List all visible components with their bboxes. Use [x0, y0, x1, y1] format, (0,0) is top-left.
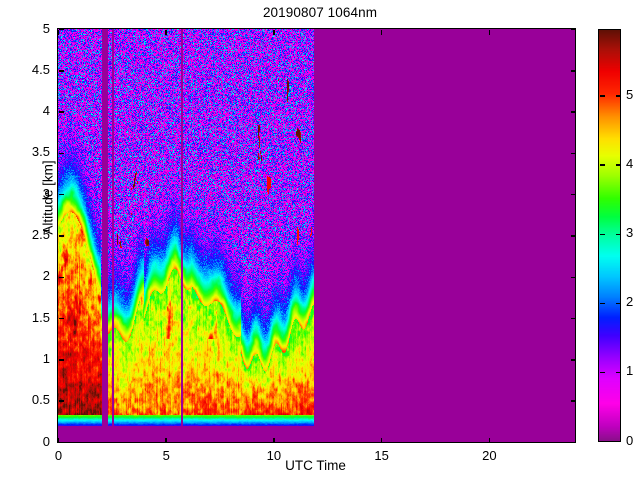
- colorbar-tick-mark: [615, 164, 621, 166]
- y-tick-mark: [58, 276, 64, 279]
- y-tick-mark: [570, 400, 576, 402]
- y-tick-mark: [570, 317, 576, 320]
- y-tick-mark: [570, 152, 576, 155]
- y-tick-mark: [58, 359, 64, 361]
- x-tick-mark: [57, 29, 60, 35]
- y-tick-mark: [570, 28, 576, 31]
- colorbar-tick-label: 5: [626, 87, 634, 103]
- y-tick-label: 0: [42, 433, 50, 449]
- y-tick-mark: [570, 441, 576, 444]
- y-tick-mark: [570, 235, 576, 237]
- y-tick-mark: [58, 400, 64, 402]
- y-tick-mark: [58, 28, 64, 31]
- y-tick-mark: [570, 359, 576, 361]
- x-tick-mark: [273, 29, 275, 35]
- y-tick-mark: [58, 70, 64, 72]
- colorbar-tick-mark: [599, 302, 605, 305]
- colorbar-tick-label: 1: [626, 363, 634, 379]
- x-tick-mark: [273, 437, 275, 443]
- y-tick-label: 4: [42, 103, 50, 119]
- y-tick-label: 2: [42, 268, 50, 284]
- colorbar-tick-mark: [615, 95, 621, 97]
- x-tick-mark: [380, 29, 383, 35]
- y-tick-mark: [58, 111, 64, 113]
- y-tick-label: 5: [42, 20, 50, 36]
- x-tick-mark: [57, 437, 60, 443]
- y-tick-mark: [58, 441, 64, 444]
- colorbar-tick-mark: [599, 164, 605, 166]
- colorbar-gradient: [599, 30, 620, 441]
- y-axis-label: Altitude [km]: [40, 160, 56, 235]
- x-tick-mark: [488, 437, 491, 443]
- y-tick-label: 3: [42, 185, 50, 201]
- page-title: 20190807 1064nm: [262, 5, 378, 20]
- y-tick-label: 3.5: [31, 144, 50, 160]
- x-tick-mark: [488, 29, 491, 35]
- x-tick-label: 0: [54, 447, 63, 463]
- colorbar-tick-mark: [615, 440, 621, 443]
- colorbar-tick-mark: [599, 371, 605, 374]
- y-tick-mark: [58, 235, 64, 237]
- y-tick-mark: [58, 193, 64, 196]
- x-axis-label: UTC Time: [285, 458, 346, 473]
- y-tick-mark: [570, 111, 576, 113]
- y-tick-label: 4.5: [31, 61, 50, 77]
- x-tick-label: 15: [374, 447, 389, 463]
- colorbar-tick-label: 4: [626, 156, 634, 172]
- y-tick-mark: [570, 70, 576, 72]
- colorbar-tick-mark: [615, 302, 621, 305]
- heatmap-axes: [57, 28, 576, 443]
- colorbar-tick-mark: [599, 95, 605, 97]
- y-tick-mark: [58, 152, 64, 155]
- colorbar: [598, 29, 621, 442]
- colorbar-tick-label: 0: [626, 432, 634, 448]
- colorbar-tick-mark: [599, 233, 605, 236]
- x-tick-mark: [165, 437, 167, 443]
- lidar-backscatter-heatmap: [58, 29, 575, 442]
- x-tick-label: 5: [162, 447, 170, 463]
- colorbar-tick-mark: [615, 371, 621, 374]
- x-tick-label: 10: [266, 447, 282, 463]
- y-tick-mark: [58, 317, 64, 320]
- colorbar-tick-label: 3: [626, 225, 634, 241]
- y-tick-label: 2.5: [31, 227, 50, 242]
- x-tick-label: 20: [482, 447, 497, 463]
- colorbar-tick-label: 2: [626, 294, 634, 310]
- colorbar-tick-mark: [599, 440, 605, 443]
- y-tick-mark: [570, 193, 576, 196]
- colorbar-tick-mark: [615, 233, 621, 236]
- x-tick-mark: [380, 437, 383, 443]
- x-tick-mark: [165, 29, 167, 35]
- y-tick-mark: [570, 276, 576, 279]
- y-tick-label: 1: [42, 350, 50, 366]
- y-tick-label: 0.5: [31, 392, 50, 408]
- y-tick-label: 1.5: [31, 309, 50, 325]
